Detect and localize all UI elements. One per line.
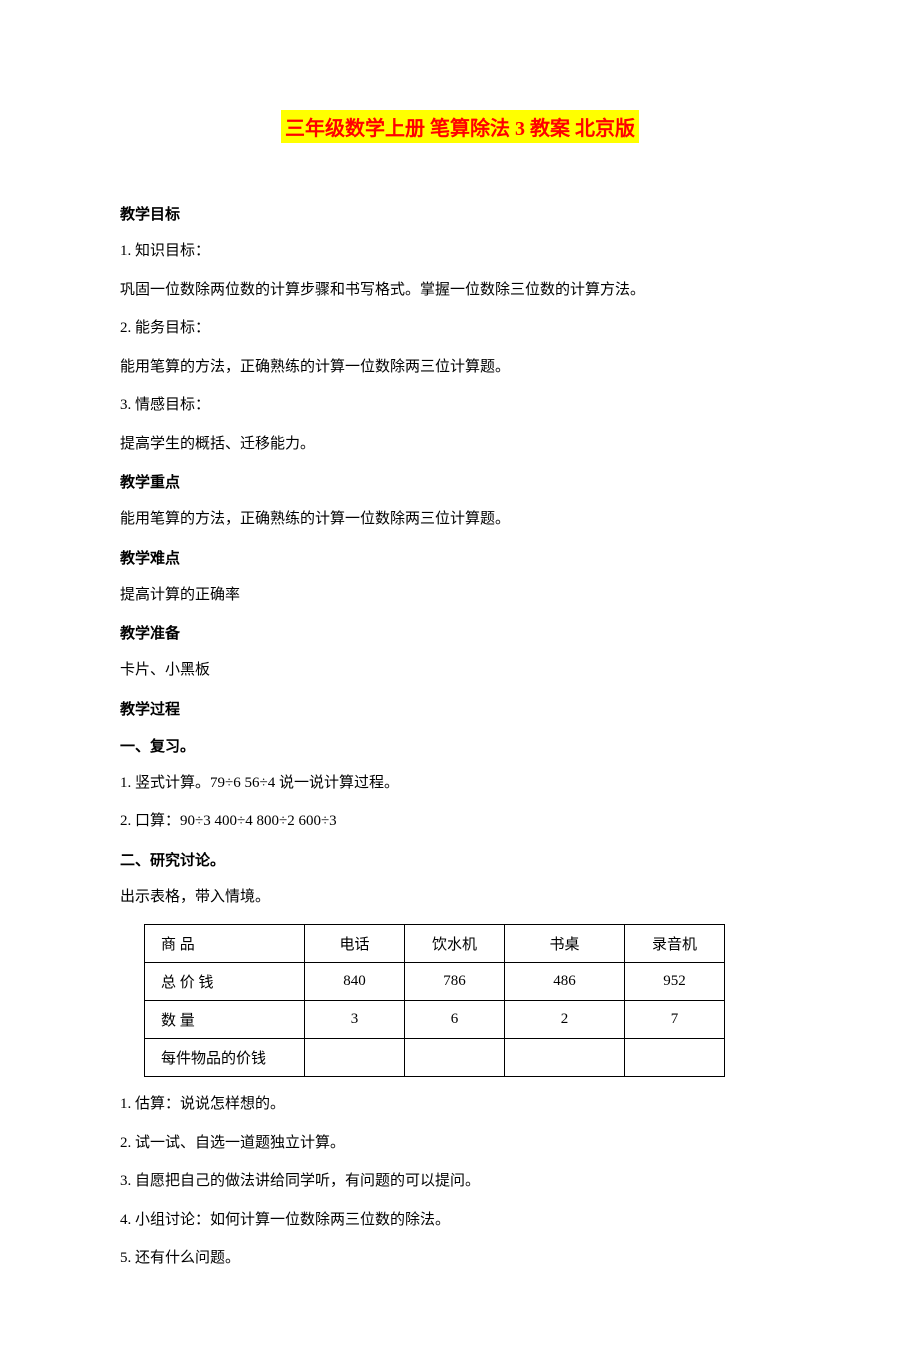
table-row: 每件物品的价钱 [145, 1039, 725, 1077]
table-row: 总 价 钱 840 786 486 952 [145, 963, 725, 1001]
table-cell: 786 [405, 963, 505, 1001]
table-cell [305, 1039, 405, 1077]
table-row-header: 每件物品的价钱 [145, 1039, 305, 1077]
table-cell: 952 [625, 963, 725, 1001]
discussion-item: 3. 自愿把自己的做法讲给同学听，有问题的可以提问。 [120, 1170, 800, 1193]
discussion-item: 2. 试一试、自选一道题独立计算。 [120, 1132, 800, 1155]
objective-item: 2. 能务目标： [120, 317, 800, 340]
table-cell: 486 [505, 963, 625, 1001]
table-row-header: 商 品 [145, 925, 305, 963]
table-cell: 3 [305, 1001, 405, 1039]
table-cell: 6 [405, 1001, 505, 1039]
discussion-heading: 二、研究讨论。 [120, 849, 800, 870]
key-point-text: 能用笔算的方法，正确熟练的计算一位数除两三位计算题。 [120, 508, 800, 531]
price-table: 商 品 电话 饮水机 书桌 录音机 总 价 钱 840 786 486 952 … [144, 924, 725, 1077]
table-cell: 7 [625, 1001, 725, 1039]
discussion-intro: 出示表格，带入情境。 [120, 886, 800, 909]
table-column-header: 饮水机 [405, 925, 505, 963]
difficulty-text: 提高计算的正确率 [120, 584, 800, 607]
objective-item: 巩固一位数除两位数的计算步骤和书写格式。掌握一位数除三位数的计算方法。 [120, 279, 800, 302]
table-column-header: 录音机 [625, 925, 725, 963]
process-heading: 教学过程 [120, 698, 800, 719]
document-title: 三年级数学上册 笔算除法 3 教案 北京版 [281, 110, 639, 143]
objectives-heading: 教学目标 [120, 203, 800, 224]
discussion-item: 1. 估算：说说怎样想的。 [120, 1093, 800, 1116]
review-item: 1. 竖式计算。79÷6 56÷4 说一说计算过程。 [120, 772, 800, 795]
table-cell: 2 [505, 1001, 625, 1039]
discussion-item: 5. 还有什么问题。 [120, 1247, 800, 1270]
review-heading: 一、复习。 [120, 735, 800, 756]
discussion-item: 4. 小组讨论：如何计算一位数除两三位数的除法。 [120, 1209, 800, 1232]
objective-item: 提高学生的概括、迁移能力。 [120, 433, 800, 456]
table-column-header: 书桌 [505, 925, 625, 963]
table-column-header: 电话 [305, 925, 405, 963]
table-cell [505, 1039, 625, 1077]
table-row: 数 量 3 6 2 7 [145, 1001, 725, 1039]
objective-item: 1. 知识目标： [120, 240, 800, 263]
key-point-heading: 教学重点 [120, 471, 800, 492]
preparation-text: 卡片、小黑板 [120, 659, 800, 682]
review-item: 2. 口算：90÷3 400÷4 800÷2 600÷3 [120, 810, 800, 833]
table-row: 商 品 电话 饮水机 书桌 录音机 [145, 925, 725, 963]
preparation-heading: 教学准备 [120, 622, 800, 643]
title-container: 三年级数学上册 笔算除法 3 教案 北京版 [120, 110, 800, 173]
table-cell: 840 [305, 963, 405, 1001]
table-row-header: 数 量 [145, 1001, 305, 1039]
objective-item: 3. 情感目标： [120, 394, 800, 417]
price-table-container: 商 品 电话 饮水机 书桌 录音机 总 价 钱 840 786 486 952 … [144, 924, 800, 1077]
difficulty-heading: 教学难点 [120, 547, 800, 568]
objective-item: 能用笔算的方法，正确熟练的计算一位数除两三位计算题。 [120, 356, 800, 379]
table-cell [405, 1039, 505, 1077]
table-row-header: 总 价 钱 [145, 963, 305, 1001]
table-cell [625, 1039, 725, 1077]
